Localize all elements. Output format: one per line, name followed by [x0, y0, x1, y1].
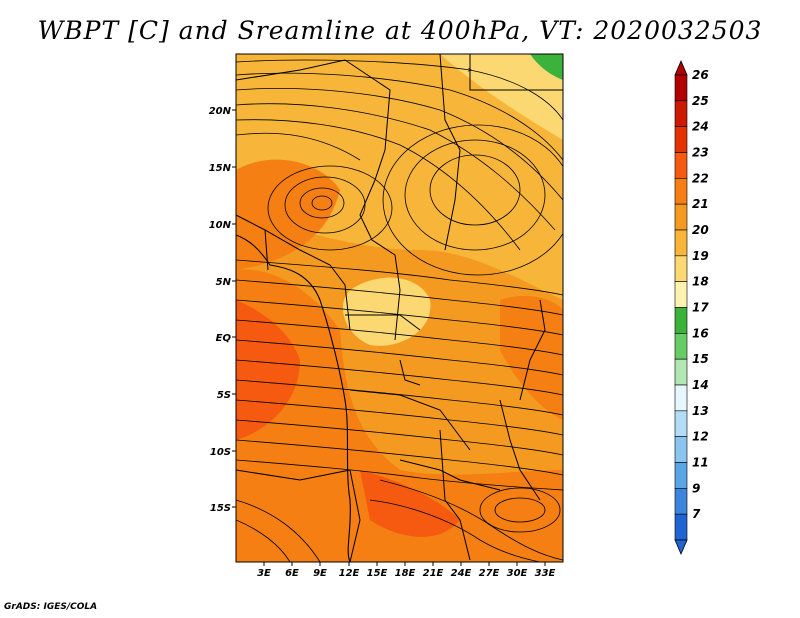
colorbar-swatch: [674, 281, 688, 308]
lat-axis: 20N 15N 10N 5N EQ 5S 10S 15S: [209, 106, 236, 514]
lat-label: 15S: [210, 503, 231, 514]
lon-label: 9E: [313, 568, 327, 579]
colorbar-label: 19: [692, 249, 709, 263]
map-frame: [235, 53, 564, 563]
lon-axis: 3E 6E 9E 12E 15E 18E 21E 24E 27E 30E 33E: [257, 562, 556, 579]
lon-label: 27E: [479, 568, 500, 579]
colorbar-label: 20: [692, 223, 709, 237]
wbpt-field-23-24-south: [360, 470, 460, 537]
colorbar-label: 16: [692, 326, 709, 340]
colorbar-label: 26: [692, 68, 709, 82]
colorbar-label: 14: [692, 378, 709, 392]
colorbar-swatch: [674, 255, 688, 282]
colorbar-label: 22: [692, 171, 709, 185]
wbpt-field-22-23-north: [236, 159, 340, 270]
colorbar-label: 13: [692, 404, 709, 418]
lat-label: 15N: [209, 163, 232, 174]
colorbar-swatch: [674, 410, 688, 437]
colorbar-label: 12: [692, 430, 709, 444]
colorbar-top-arrow: [674, 59, 688, 76]
lat-label: EQ: [216, 333, 232, 344]
wbpt-field-19-20-central: [342, 277, 431, 346]
lon-label: 18E: [395, 568, 416, 579]
colorbar-label: 15: [692, 352, 709, 366]
lat-label: 5N: [216, 277, 232, 288]
colorbar-swatch: [674, 384, 688, 412]
lon-label: 3E: [257, 568, 271, 579]
colorbar-swatch: [674, 152, 688, 179]
lon-label: 15E: [367, 568, 388, 579]
colorbar-swatch: [674, 333, 688, 360]
wbpt-field-23-24-west: [236, 300, 300, 440]
colorbar-label: 25: [692, 94, 709, 108]
colorbar-label: 21: [692, 197, 709, 211]
lon-label: 21E: [423, 568, 444, 579]
colorbar-swatch: [674, 436, 688, 463]
lon-label: 30E: [507, 568, 528, 579]
colorbar-swatch: [674, 74, 688, 102]
colorbar-swatch: [674, 126, 688, 153]
colorbar-swatch: [674, 100, 688, 127]
colorbar-bottom-arrow: [674, 539, 688, 556]
grads-credit: GrADS: IGES/COLA: [4, 602, 98, 612]
colorbar-swatch: [674, 229, 688, 257]
colorbar-swatch: [674, 307, 688, 334]
wbpt-field-19-20: [440, 54, 563, 140]
coastline: [236, 234, 351, 562]
colorbar-swatch: [674, 462, 688, 489]
lat-label: 5S: [217, 390, 231, 401]
colorbar-label: 17: [692, 301, 709, 315]
colorbar-label: 11: [692, 456, 709, 470]
colorbar-swatch: [674, 513, 688, 541]
colorbar-label: 24: [692, 120, 709, 134]
colorbar-label: 18: [692, 275, 709, 289]
lon-label: 33E: [535, 568, 556, 579]
lat-label: 20N: [209, 106, 232, 117]
colorbar-label: 9: [692, 481, 700, 495]
chart-title: WBPT [C] and Sreamline at 400hPa, VT: 20…: [37, 16, 763, 45]
streamlines: [236, 59, 563, 562]
colorbar-swatch: [674, 488, 688, 515]
lat-label: 10N: [209, 220, 232, 231]
colorbar-swatch: [674, 358, 688, 386]
wbpt-field-22-23-south: [236, 269, 563, 562]
colorbar: 26 25 24 23 22 21 20 19 18 17 16 15 14 13 12 11 9 7: [674, 59, 709, 556]
lat-label: 10S: [210, 447, 231, 458]
colorbar-swatch: [674, 203, 688, 231]
lon-label: 6E: [285, 568, 299, 579]
wbpt-field-20-21: [236, 54, 563, 300]
lon-label: 12E: [339, 568, 360, 579]
colorbar-swatch: [674, 178, 688, 205]
colorbar-label: 23: [692, 146, 709, 160]
lon-label: 24E: [451, 568, 472, 579]
map-plot-area: [236, 54, 563, 562]
wbpt-field-17-18: [530, 54, 563, 80]
colorbar-label: 7: [692, 507, 701, 521]
